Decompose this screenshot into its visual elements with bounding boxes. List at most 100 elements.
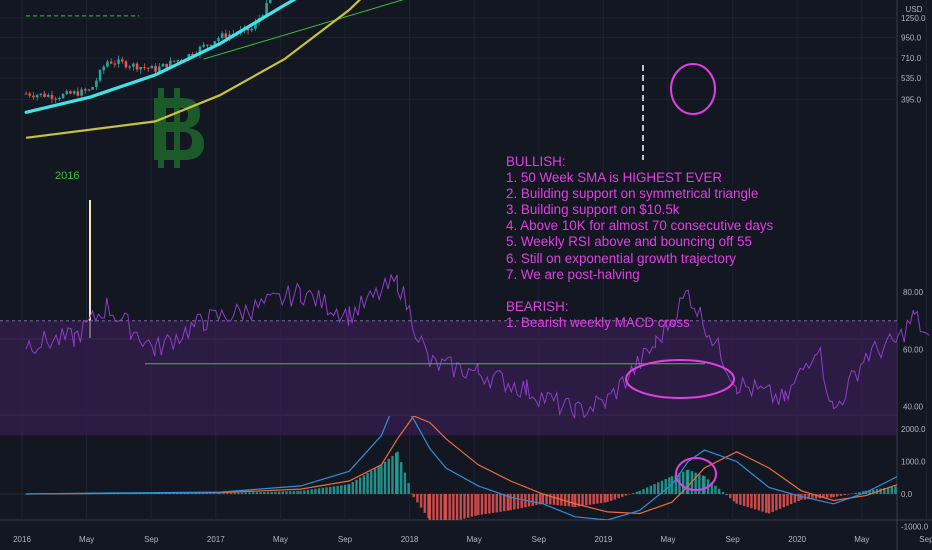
macd-histogram-bar	[351, 482, 354, 494]
macd-histogram-bar	[455, 494, 459, 520]
candle-body	[250, 28, 254, 31]
macd-histogram-bar	[782, 494, 785, 508]
macd-histogram-bar	[179, 493, 183, 494]
macd-histogram-bar	[541, 494, 545, 504]
macd-histogram-bar	[822, 494, 825, 499]
candle-body	[50, 94, 54, 99]
rsi-tick-label: 60.00	[903, 345, 924, 354]
candle-body	[120, 59, 124, 62]
macd-histogram-bar	[606, 494, 609, 503]
macd-histogram-bar	[757, 494, 761, 511]
candle-body	[91, 87, 94, 90]
macd-histogram-bar	[383, 461, 387, 494]
macd-tick-label: 0.0	[901, 490, 913, 499]
macd-histogram-bar	[890, 486, 893, 494]
macd-histogram-bar	[161, 493, 164, 495]
macd-histogram-bar	[292, 490, 296, 494]
macd-histogram-bar	[198, 493, 201, 494]
macd-histogram-bar	[573, 494, 577, 507]
macd-histogram-bar	[336, 485, 339, 494]
macd-histogram-bar	[358, 477, 362, 494]
logo-b	[154, 98, 204, 160]
macd-histogram-bar	[412, 494, 415, 498]
macd-histogram-bar	[310, 489, 313, 494]
annotation-gap	[506, 283, 773, 299]
macd-histogram-bar	[201, 493, 205, 494]
macd-histogram-bar	[836, 494, 839, 497]
macd-histogram-bar	[131, 493, 134, 495]
macd-histogram-bar	[448, 494, 451, 520]
macd-histogram-bar	[142, 493, 146, 495]
macd-histogram-bar	[172, 493, 175, 494]
macd-histogram-bar	[913, 488, 915, 494]
rsi-band	[0, 320, 897, 436]
bearish-header: BEARISH:	[506, 298, 569, 314]
macd-histogram-bar	[470, 494, 474, 517]
macd-histogram-bar	[592, 494, 595, 505]
candle-body	[69, 91, 72, 94]
rsi-tick-label: 40.00	[903, 403, 924, 412]
bullish-header: BULLISH:	[506, 154, 566, 169]
x-tick-label: May	[660, 535, 675, 544]
candle-body	[213, 41, 217, 45]
macd-histogram-bar	[807, 494, 810, 500]
macd-histogram-bar	[212, 493, 216, 494]
macd-histogram-bar	[567, 494, 570, 507]
macd-histogram-bar	[660, 480, 664, 494]
macd-histogram-bar	[613, 494, 617, 500]
candle-body	[43, 93, 46, 97]
macd-histogram-bar	[854, 492, 857, 494]
macd-histogram-bar	[288, 491, 292, 494]
bullish-point-7: 7. We are post-halving	[506, 266, 640, 282]
macd-histogram-bar	[347, 484, 351, 494]
macd-histogram-bar	[321, 487, 325, 494]
bearish-point-1: 1. Bearish weekly MACD cross	[506, 314, 690, 330]
macd-histogram-bar	[585, 494, 588, 506]
macd-histogram-bar	[531, 494, 534, 506]
macd-histogram-bar	[632, 493, 635, 494]
macd-histogram-bar	[452, 494, 455, 520]
macd-histogram-bar	[164, 493, 168, 495]
macd-histogram-bar	[24, 494, 28, 495]
bullish-point-6: 6. Still on exponential growth trajector…	[506, 250, 736, 266]
macd-histogram-bar	[599, 494, 603, 504]
macd-histogram-bar	[732, 494, 736, 502]
candle-body	[180, 59, 183, 61]
candle-body	[35, 95, 39, 98]
macd-histogram-bar	[556, 494, 559, 506]
macd-histogram-bar	[617, 494, 620, 499]
macd-histogram-bar	[879, 488, 882, 494]
macd-histogram-bar	[746, 494, 749, 508]
bullish-point-5: 5. Weekly RSI above and bouncing off 55	[506, 234, 752, 250]
macd-histogram-bar	[674, 474, 677, 494]
macd-histogram-bar	[657, 482, 660, 494]
x-tick-label: 2020	[788, 535, 806, 544]
rsi-line	[25, 273, 930, 419]
candle-body	[113, 63, 117, 65]
candle-body	[146, 67, 150, 69]
candle-body	[191, 53, 194, 56]
macd-histogram-bar	[251, 492, 255, 494]
macd-histogram-bar	[701, 475, 705, 494]
macd-histogram-bar	[463, 494, 466, 519]
macd-histogram-bar	[928, 494, 930, 496]
x-tick-label: May	[273, 535, 288, 544]
candle-body	[187, 53, 191, 60]
candle-body	[254, 22, 257, 29]
macd-histogram-bar	[329, 486, 332, 494]
macd-histogram-bar	[839, 494, 843, 496]
macd-histogram-bar	[714, 485, 717, 494]
macd-tick-label: 2000.0	[901, 425, 926, 434]
candle-body	[117, 59, 120, 64]
macd-histogram-bar	[411, 493, 414, 494]
candle-body	[135, 63, 139, 70]
candle-body	[143, 67, 146, 69]
macd-histogram-bar	[894, 486, 897, 494]
candle-body	[176, 59, 180, 62]
macd-histogram-bar	[427, 494, 430, 519]
x-tick-label: 2016	[13, 535, 31, 544]
macd-histogram-bar	[317, 488, 321, 494]
macd-histogram-bar	[797, 494, 800, 501]
macd-histogram-bar	[552, 494, 556, 505]
